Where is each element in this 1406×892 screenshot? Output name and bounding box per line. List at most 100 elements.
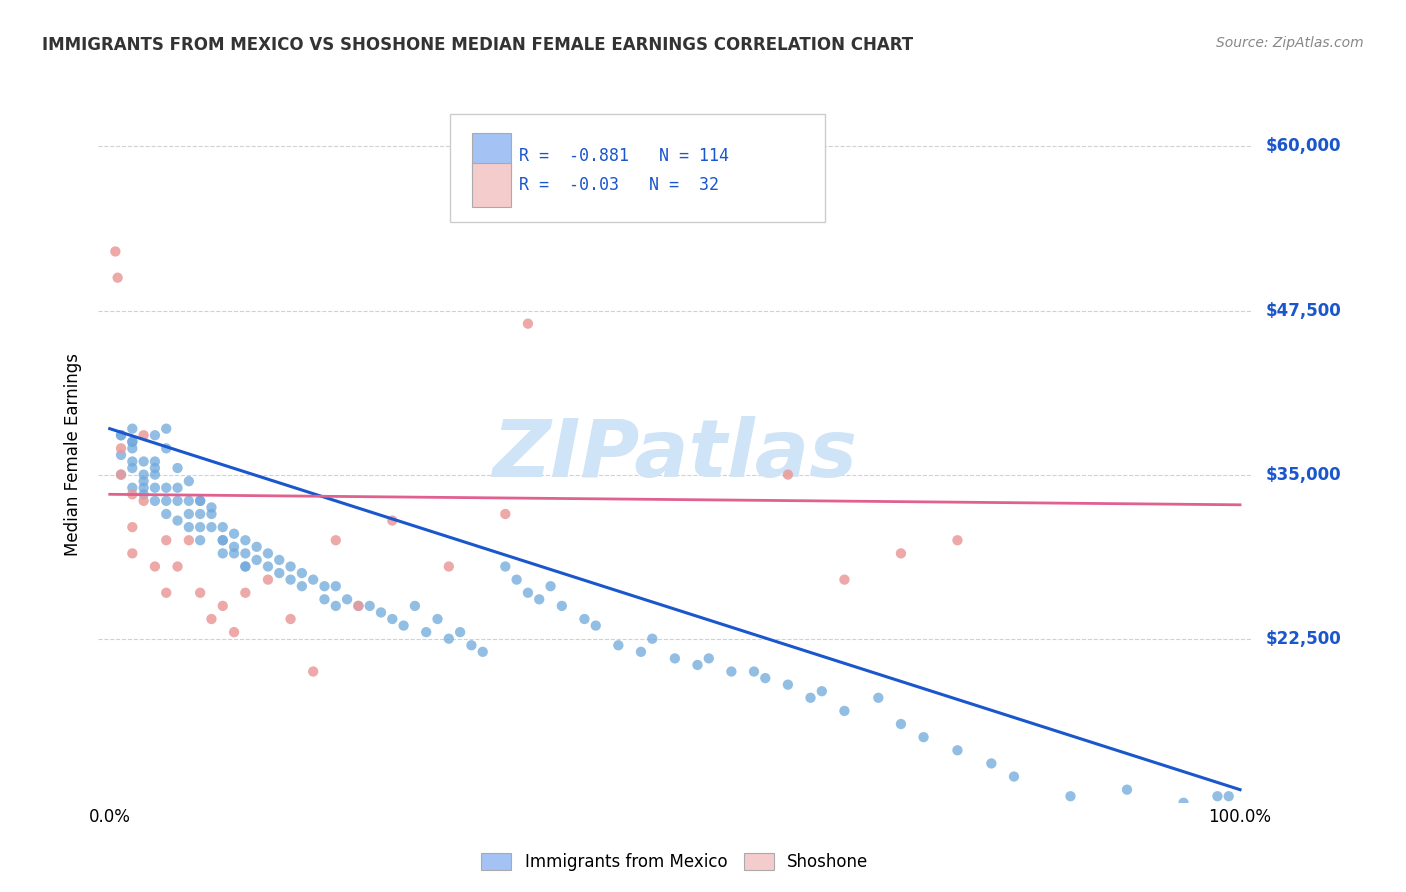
Point [890,546,912,560]
Point [121,520,143,534]
Point [325,599,347,613]
Point [177,533,200,548]
Point [314,592,336,607]
Point [1218,789,1240,804]
Text: IMMIGRANTS FROM MEXICO VS SHOSHONE MEDIAN FEMALE EARNINGS CORRELATION CHART: IMMIGRANTS FROM MEXICO VS SHOSHONE MEDIA… [42,36,914,54]
Point [381,514,404,528]
Point [143,428,166,442]
Point [166,461,188,475]
Point [257,546,280,560]
Point [505,573,527,587]
Point [325,579,347,593]
Point [110,428,132,442]
Point [1002,770,1025,784]
Point [104,244,127,259]
Point [222,546,245,560]
Point [188,494,211,508]
Point [235,559,257,574]
Point [754,671,776,685]
Point [121,434,143,449]
FancyBboxPatch shape [472,162,512,207]
Text: $47,500: $47,500 [1265,301,1341,319]
Point [641,632,664,646]
Point [177,474,200,488]
Text: Source: ZipAtlas.com: Source: ZipAtlas.com [1216,36,1364,50]
Point [211,546,233,560]
Point [269,553,291,567]
Point [776,467,799,482]
Point [155,586,177,600]
Point [494,507,516,521]
Point [686,657,709,672]
Point [188,533,211,548]
Point [211,599,233,613]
Point [336,592,359,607]
Text: R =  -0.881   N = 114: R = -0.881 N = 114 [519,147,730,165]
Point [630,645,652,659]
Point [121,461,143,475]
Point [107,270,129,285]
Point [347,599,370,613]
Point [121,487,143,501]
Point [291,579,314,593]
Point [222,625,245,640]
Point [890,717,912,731]
Point [143,461,166,475]
Point [177,520,200,534]
Point [143,494,166,508]
Point [143,467,166,482]
Point [720,665,742,679]
Point [551,599,574,613]
Point [868,690,890,705]
Point [132,487,155,501]
Point [132,494,155,508]
Point [742,665,765,679]
Point [426,612,449,626]
Point [664,651,686,665]
Point [132,467,155,482]
Point [280,612,302,626]
Point [404,599,426,613]
Point [166,514,188,528]
Point [302,665,325,679]
Point [529,592,551,607]
Point [257,573,280,587]
Point [200,520,222,534]
Point [132,481,155,495]
Point [110,448,132,462]
Point [110,467,132,482]
Point [280,559,302,574]
Point [291,566,314,580]
Point [132,474,155,488]
Point [188,494,211,508]
Point [415,625,437,640]
Point [370,606,392,620]
Point [155,422,177,436]
Point [200,612,222,626]
Point [211,533,233,548]
Text: R =  -0.03   N =  32: R = -0.03 N = 32 [519,176,720,194]
Point [834,704,856,718]
Point [585,618,607,632]
Point [302,573,325,587]
Point [235,546,257,560]
Point [494,559,516,574]
Point [166,559,188,574]
Text: $22,500: $22,500 [1265,630,1341,648]
Point [776,678,799,692]
Point [246,540,269,554]
Text: $60,000: $60,000 [1265,137,1341,155]
Point [143,559,166,574]
Point [155,481,177,495]
Point [1206,789,1229,804]
Point [110,428,132,442]
Point [235,533,257,548]
Point [980,756,1002,771]
FancyBboxPatch shape [472,134,512,178]
Point [449,625,471,640]
Point [132,454,155,468]
Point [211,533,233,548]
Point [607,638,630,652]
Point [155,494,177,508]
Point [946,743,969,757]
